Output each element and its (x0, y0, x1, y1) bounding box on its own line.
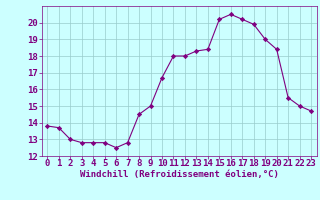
X-axis label: Windchill (Refroidissement éolien,°C): Windchill (Refroidissement éolien,°C) (80, 170, 279, 179)
